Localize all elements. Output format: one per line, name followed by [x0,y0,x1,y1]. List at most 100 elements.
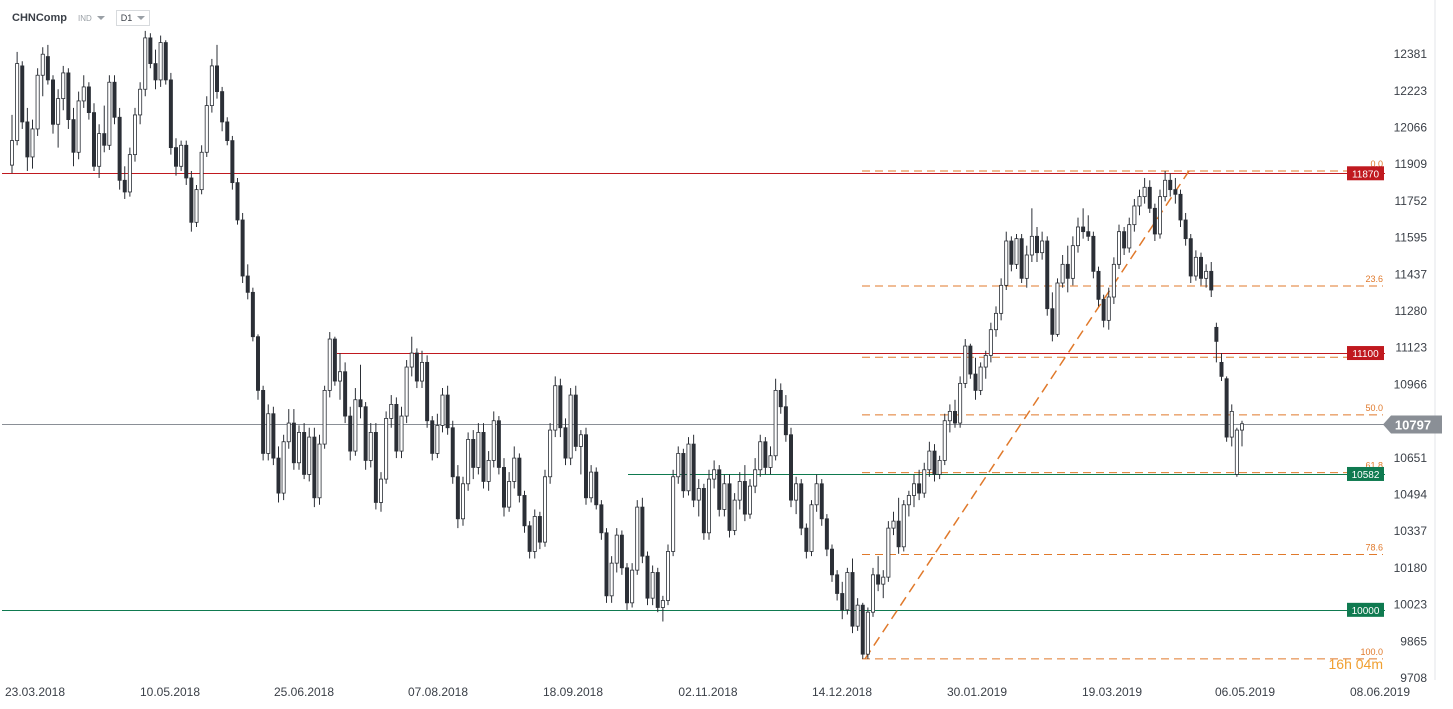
candle [1060,254,1065,288]
candle-body [471,439,476,468]
candle-body [174,147,178,167]
time-axis[interactable]: 23.03.2018 10.05.2018 25.06.2018 07.08.2018… [5,685,1410,699]
candle [727,474,732,538]
candle [194,184,199,227]
candle [502,458,506,517]
candle [978,362,983,396]
candle-body [527,525,532,552]
candle [40,47,45,97]
candle [543,469,547,547]
level-tag-bg [1347,346,1384,361]
candle-body [384,418,389,480]
y-tick-label: 10651 [1394,451,1428,465]
candle [404,360,409,424]
candle [855,598,860,631]
candle-body [66,72,71,120]
symbol-label[interactable]: CHNComp [12,12,67,24]
candle [691,434,696,508]
candle [1014,233,1019,270]
candle-body [1173,189,1178,195]
candle-body [148,37,153,64]
x-tick-label: 06.05.2019 [1215,685,1275,699]
x-tick-label: 14.12.2018 [812,685,872,699]
fib-ratio-label: 23.6 [1365,274,1383,284]
x-tick-label: 08.06.2019 [1350,685,1410,699]
candle [717,465,722,517]
candle-body [1081,226,1086,233]
candle [609,556,614,603]
fib-ratio-label: 61.8 [1365,461,1383,471]
candle [830,544,834,582]
candle-body [768,455,773,468]
y-tick-label: 10966 [1394,377,1428,391]
candle [133,107,137,162]
candle-body [1086,231,1091,237]
candle-body [107,81,112,146]
candle [758,434,763,477]
current-price-tag-bg [1383,415,1442,434]
y-tick-label: 12381 [1394,47,1428,61]
candle [138,82,143,125]
candle-body [937,460,942,475]
candle [358,364,363,419]
candle-body [379,478,383,503]
price-axis[interactable]: 12381 12223 12066 11909 11752 11595 11437 11280… [1394,0,1436,685]
candle [1009,236,1014,272]
candle-body [942,420,947,461]
level-price-tag: 10582 [1347,466,1384,481]
candle [701,483,706,540]
candle-body [512,457,517,482]
candle [1024,245,1029,288]
candle [876,556,881,592]
candle [912,474,916,508]
candle [527,521,532,559]
candle-body [666,551,670,601]
candle-body [1178,193,1183,221]
candle-body [671,476,676,552]
candle [773,378,778,461]
candle [1127,217,1132,253]
candle [537,511,542,550]
candle-body [35,74,40,130]
candle [753,458,758,494]
candle-body [1188,238,1193,277]
candle [604,528,609,603]
candle-body [732,499,737,531]
candle-body [502,467,506,508]
candle [440,388,445,433]
candle [302,423,307,480]
level-price-tags: 11870 11100 10582 10000 10797 [1347,166,1442,617]
candle [824,514,829,557]
market-dropdown[interactable]: IND [73,11,110,26]
candle-body [404,366,409,417]
candle [1193,250,1198,281]
candle-body [696,488,701,501]
candle [896,497,901,554]
candle-body [297,432,301,464]
candle-body [1142,186,1147,198]
candle-body [548,429,553,478]
candle-body [584,434,588,499]
candle-body [1076,226,1080,247]
candle [937,455,942,480]
candle-body [578,434,583,447]
candle [66,68,71,129]
candle-body [599,504,604,534]
candle [30,119,35,169]
candle-body [1209,270,1214,291]
candle [794,476,799,515]
candle [809,500,814,557]
candle [553,376,558,438]
candle [20,61,25,129]
candle [466,432,471,491]
candle [76,91,81,160]
candle [1045,236,1050,316]
candle-body [701,488,706,534]
candle-body [1224,378,1229,438]
candle-body [189,177,194,223]
timeframe-dropdown[interactable]: D1 [115,10,151,26]
candle-body [307,436,312,475]
candle-body [1147,186,1152,209]
